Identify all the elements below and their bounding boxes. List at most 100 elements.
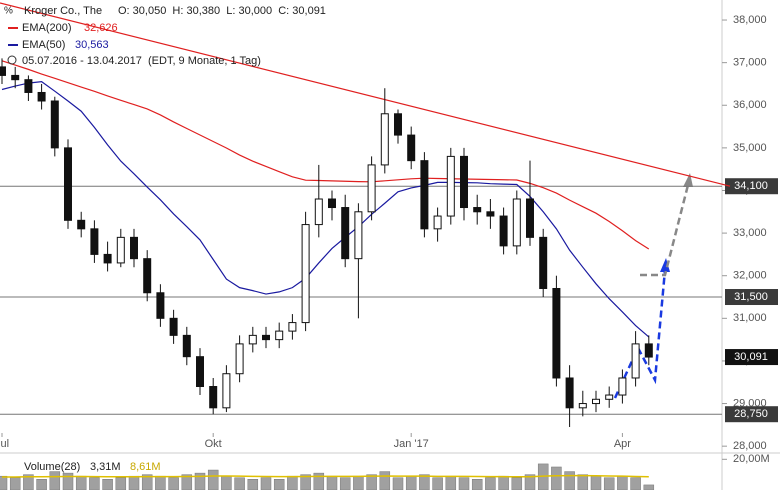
volume-bar (0, 475, 8, 490)
candle-body (618, 377, 627, 396)
candle-body (565, 377, 574, 409)
icon: % (4, 6, 13, 17)
y-tick-label: 32,000 (733, 270, 767, 282)
volume-bar (247, 479, 259, 490)
candle-body (512, 198, 521, 247)
candle-body (328, 198, 336, 209)
line (1, 80, 650, 338)
level-label: 28,750 (734, 408, 768, 420)
candle-body (367, 164, 376, 213)
legend-value: 32,626 (84, 22, 118, 34)
x-tick-label: Apr (614, 438, 631, 450)
volume-bar (9, 477, 21, 490)
candle-body (37, 91, 46, 102)
volume-bar (326, 475, 338, 490)
volume-bar (379, 471, 391, 490)
candle-body (314, 198, 323, 226)
candle-body (460, 155, 468, 209)
volume-bar (273, 479, 285, 490)
level-label: 34,100 (734, 180, 768, 192)
clock-icon (7, 55, 17, 65)
candle-body (235, 343, 244, 375)
candle-body (11, 74, 20, 81)
date-range: 05.07.2016 - 13.04.2017 (EDT, 9 Monate, … (22, 55, 261, 67)
candle-body (446, 155, 455, 217)
volume-bar (128, 475, 140, 490)
candle-body (248, 334, 257, 345)
legend-label: EMA(200) (22, 22, 72, 34)
candle-body (288, 322, 297, 332)
last-label: 30,091 (734, 351, 768, 363)
legend-value: 30,563 (75, 39, 109, 51)
volume-bar (75, 475, 87, 490)
level-box (725, 406, 778, 423)
candle-body (64, 147, 72, 221)
y-tick-label: 37,000 (733, 57, 767, 69)
volume-bar (630, 477, 641, 490)
y-tick-label: 36,000 (733, 99, 767, 111)
volume-bar (221, 475, 232, 490)
candle-body (394, 113, 402, 136)
candle-body (90, 228, 99, 255)
candle-body (631, 343, 640, 379)
volume-bar (551, 466, 562, 490)
ohlc: O: 30,050 H: 30,380 L: 30,000 C: 30,091 (118, 5, 326, 17)
candle-body (407, 134, 416, 162)
candle-body (116, 236, 125, 264)
volume-title: Volume(28) (24, 461, 80, 473)
volume-bar (168, 477, 179, 490)
last-box (725, 349, 778, 366)
volume-bar (498, 475, 509, 490)
candle-body (103, 253, 112, 264)
volume-bar (577, 474, 589, 490)
volume-bar (353, 475, 364, 490)
volume-bar (590, 475, 602, 490)
volume-bar (643, 484, 655, 490)
candle-body (380, 113, 389, 166)
candle-body (50, 100, 59, 149)
y-tick-label: 38,000 (733, 14, 767, 26)
level-box (725, 289, 778, 306)
candle-body (24, 79, 33, 93)
candle-body (156, 292, 165, 319)
x-tick-label: Jan '17 (394, 438, 429, 450)
drawn-arrow (640, 184, 690, 277)
y-tick-label: 28,000 (733, 440, 767, 452)
candle-body (578, 403, 587, 409)
volume-bar (36, 479, 47, 490)
volume-bar (392, 477, 404, 490)
volume-bar (115, 477, 127, 490)
candle-body (526, 198, 534, 238)
volume-bar (432, 477, 443, 490)
volume-bar (405, 475, 417, 490)
candle-body (143, 258, 152, 294)
volume-bar (287, 475, 298, 490)
arrow-head (660, 258, 670, 272)
line (1, 60, 650, 250)
candle-body (0, 66, 6, 76)
instrument-name: Kroger Co., The (24, 5, 102, 17)
y-tick-label: 31,000 (733, 312, 767, 324)
candle-body (262, 334, 270, 341)
level-box (725, 178, 778, 195)
volume-bar (603, 477, 615, 490)
candle-body (420, 160, 429, 230)
volume-value: 3,31M (90, 461, 121, 473)
volume-bar (155, 475, 166, 490)
candle-body (605, 394, 614, 400)
legend-label: EMA(50) (22, 39, 65, 51)
volume-bar (617, 475, 628, 490)
candle-body (130, 236, 138, 260)
level-label: 31,500 (734, 291, 768, 303)
header: % Kroger Co., The O: 30,050 H: 30,380 L:… (4, 5, 326, 473)
candle-body (182, 334, 191, 358)
candle-body (354, 211, 363, 260)
volume-bar (458, 477, 470, 490)
drawn-arrow (636, 269, 667, 385)
volume-bar (511, 477, 523, 490)
candle-body (539, 236, 548, 289)
candle-body (301, 224, 310, 324)
volume-bar (102, 479, 113, 490)
volume-bar (445, 475, 457, 490)
x-tick-label: Okt (205, 438, 222, 450)
